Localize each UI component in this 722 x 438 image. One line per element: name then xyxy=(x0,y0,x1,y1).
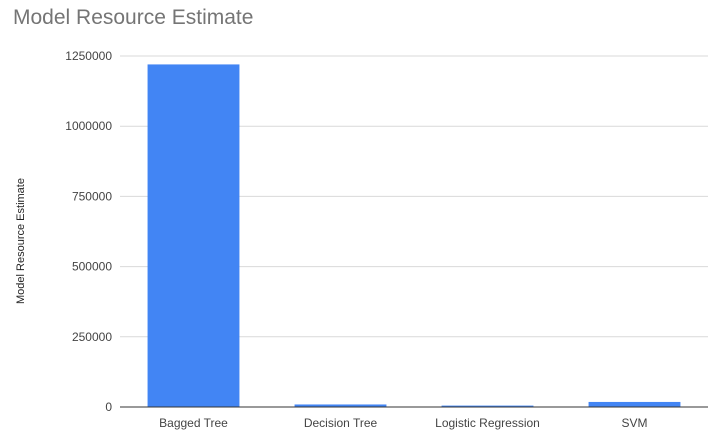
bar-decision-tree xyxy=(294,404,387,407)
y-tick-label: 1250000 xyxy=(65,49,112,63)
bar-bagged-tree xyxy=(147,64,240,407)
chart-title: Model Resource Estimate xyxy=(13,6,254,29)
x-tick-label: Logistic Regression xyxy=(435,416,540,430)
y-tick-labels: 0 250000 500000 750000 1000000 1250000 xyxy=(65,49,112,414)
x-tick-label: Decision Tree xyxy=(304,416,378,430)
y-tick-label: 1000000 xyxy=(65,119,112,133)
y-tick-label: 250000 xyxy=(72,330,112,344)
gridlines xyxy=(120,55,708,338)
bar-svm xyxy=(588,401,681,407)
bar-logistic-regression xyxy=(441,405,534,407)
x-tick-labels: Bagged Tree Decision Tree Logistic Regress… xyxy=(159,416,647,430)
x-tick-label: SVM xyxy=(621,416,647,430)
y-tick-label: 500000 xyxy=(72,260,112,274)
y-tick-label: 750000 xyxy=(72,189,112,203)
x-tick-label: Bagged Tree xyxy=(159,416,228,430)
y-tick-label: 0 xyxy=(105,400,112,414)
bars xyxy=(147,64,681,407)
